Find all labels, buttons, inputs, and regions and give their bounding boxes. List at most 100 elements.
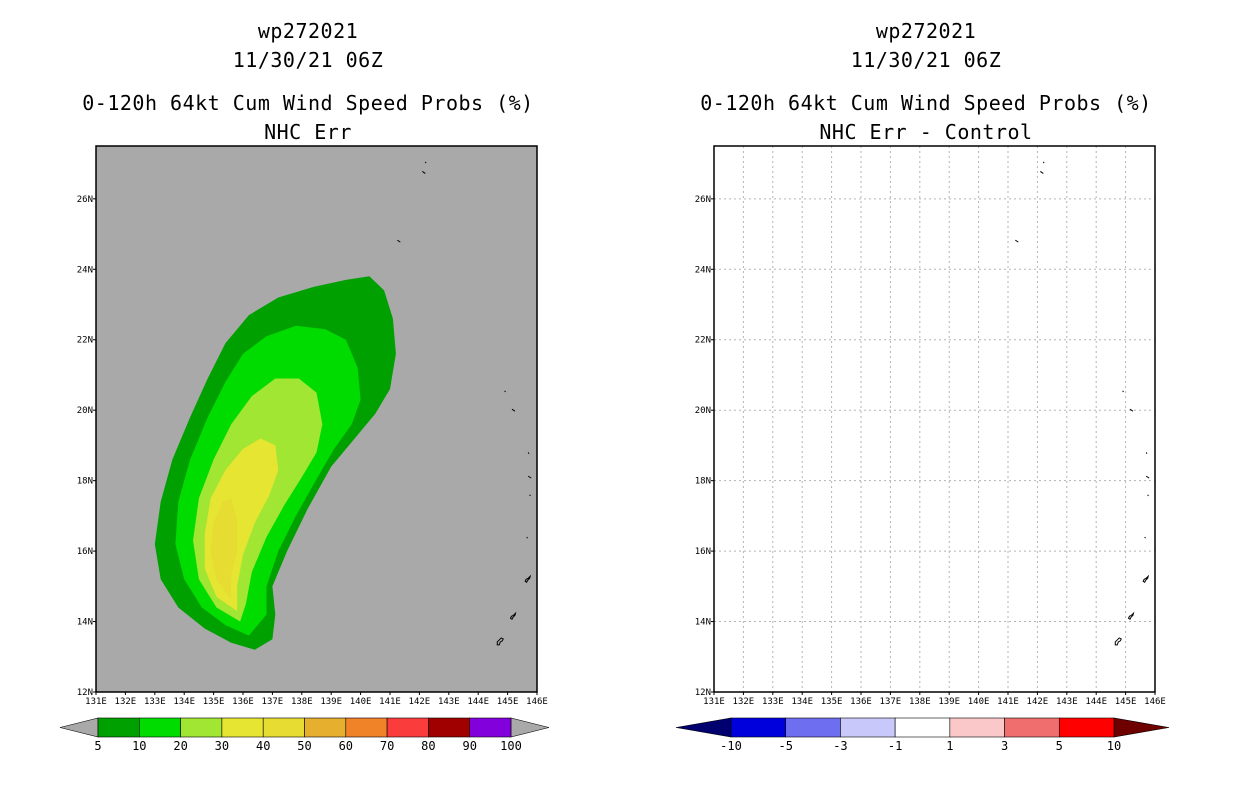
left-y-tick-label: 24N [77, 265, 93, 275]
right-colorbar-swatch [840, 717, 896, 738]
right-x-tick-label: 141E [997, 697, 1019, 707]
right-colorbar-swatch [730, 717, 787, 738]
left-colorbar-swatch [428, 717, 470, 738]
left-y-tick-label: 20N [77, 406, 93, 416]
right-x-tick-label: 133E [762, 697, 784, 707]
left-colorbar-swatch [304, 717, 347, 738]
right-y-tick-label: 12N [695, 688, 711, 698]
left-y-tick-label: 16N [77, 547, 93, 557]
right-plot-frame [713, 145, 1156, 693]
right-colorbar-label: -10 [720, 739, 742, 753]
right-y-tick-label: 18N [695, 477, 711, 487]
right-colorbar-label: -5 [778, 739, 792, 753]
left-x-tick-label: 132E [115, 697, 137, 707]
left-coastline-dash [422, 171, 426, 174]
left-y-tick-label: 22N [77, 336, 93, 346]
left-colorbar-label: 40 [256, 739, 270, 753]
right-coastline-island [1142, 574, 1150, 584]
left-coastline-dash [397, 239, 401, 243]
left-coastline-dot [529, 494, 531, 497]
left-colorbar-label: 90 [462, 739, 476, 753]
right-coastline-dot [1145, 452, 1148, 454]
right-y-tick-label: 16N [695, 547, 711, 557]
right-colorbar-extend-low [675, 717, 732, 738]
right-colorbar-label: -1 [888, 739, 902, 753]
left-y-tick-label: 12N [77, 688, 93, 698]
right-colorbar-swatch [1058, 717, 1115, 738]
left-colorbar-swatch [345, 717, 388, 738]
right-coastline-guam [1114, 637, 1122, 646]
left-coastline-dash [527, 475, 532, 479]
left-coastline-dot [527, 452, 530, 454]
right-coastline-dash [1040, 171, 1044, 174]
right-x-tick-label: 142E [1027, 697, 1049, 707]
left-coastline-dot [424, 161, 427, 164]
left-coastline-dot [504, 390, 506, 393]
right-colorbar-swatch [949, 717, 1005, 738]
right-x-tick-label: 137E [880, 697, 902, 707]
right-coastline-dot [1122, 390, 1124, 393]
left-x-tick-label: 135E [203, 697, 225, 707]
right-y-tick-label: 24N [695, 265, 711, 275]
left-x-tick-label: 145E [497, 697, 519, 707]
left-colorbar-label: 100 [500, 739, 522, 753]
left-colorbar-extend-low [59, 717, 99, 738]
right-colorbar-label: 3 [1001, 739, 1008, 753]
right-colorbar-label: -3 [833, 739, 847, 753]
left-chart-panel: wp272021 11/30/21 06Z 0-120h 64kt Cum Wi… [59, 19, 550, 753]
left-x-tick-label: 140E [350, 697, 372, 707]
left-x-tick-label: 141E [379, 697, 401, 707]
right-x-tick-label: 135E [821, 697, 843, 707]
left-title-subtitle: NHC Err [264, 120, 352, 144]
left-colorbar-swatch [386, 717, 429, 738]
left-x-tick-label: 137E [262, 697, 284, 707]
right-title-storm: wp272021 [876, 19, 976, 43]
right-colorbar-swatch [785, 717, 841, 738]
right-coastline-island [1127, 611, 1135, 620]
right-title-subtitle: NHC Err - Control [819, 120, 1032, 144]
right-colorbar-label: 5 [1056, 739, 1063, 753]
right-chart-panel: wp272021 11/30/21 06Z 0-120h 64kt Cum Wi… [675, 19, 1170, 753]
right-colorbar-label: 10 [1107, 739, 1121, 753]
right-x-tick-label: 146E [1144, 697, 1166, 707]
right-x-tick-label: 131E [703, 697, 725, 707]
right-coastline-dash [1015, 239, 1019, 243]
right-x-tick-label: 144E [1085, 697, 1107, 707]
left-x-tick-label: 142E [409, 697, 431, 707]
right-x-tick-label: 145E [1115, 697, 1137, 707]
right-y-tick-label: 22N [695, 336, 711, 346]
right-y-tick-label: 20N [695, 406, 711, 416]
left-title-storm: wp272021 [258, 19, 358, 43]
right-colorbar-extend-high [1113, 717, 1170, 738]
left-colorbar-label: 50 [297, 739, 311, 753]
left-title-product: 0-120h 64kt Cum Wind Speed Probs (%) [82, 91, 533, 115]
left-colorbar-label: 30 [215, 739, 229, 753]
left-x-tick-label: 144E [467, 697, 489, 707]
left-x-tick-label: 138E [291, 697, 313, 707]
right-colorbar-label: 1 [946, 739, 953, 753]
left-x-tick-label: 134E [173, 697, 195, 707]
left-x-tick-label: 131E [85, 697, 107, 707]
left-coastline-dot [526, 536, 528, 539]
right-colorbar-swatch [894, 717, 951, 738]
left-colorbar-label: 5 [94, 739, 101, 753]
left-colorbar-swatch [97, 717, 140, 738]
left-colorbar-label: 70 [380, 739, 394, 753]
left-coastline-island [524, 574, 532, 584]
left-y-tick-label: 18N [77, 477, 93, 487]
left-colorbar-swatch [139, 717, 181, 738]
right-coastline-dash [1145, 475, 1150, 479]
right-x-tick-label: 140E [968, 697, 990, 707]
right-title-product: 0-120h 64kt Cum Wind Speed Probs (%) [700, 91, 1151, 115]
left-x-tick-label: 143E [438, 697, 460, 707]
left-colorbar-extend-high [510, 717, 550, 738]
left-colorbar-label: 20 [173, 739, 187, 753]
left-colorbar-swatch [180, 717, 223, 738]
left-colorbar-label: 10 [132, 739, 146, 753]
left-y-tick-label: 14N [77, 618, 93, 628]
left-y-tick-label: 26N [77, 195, 93, 205]
right-coastline-dot [1144, 536, 1146, 539]
right-plot-area [714, 146, 1155, 692]
left-coastline-guam [496, 637, 504, 646]
right-x-tick-label: 143E [1056, 697, 1078, 707]
